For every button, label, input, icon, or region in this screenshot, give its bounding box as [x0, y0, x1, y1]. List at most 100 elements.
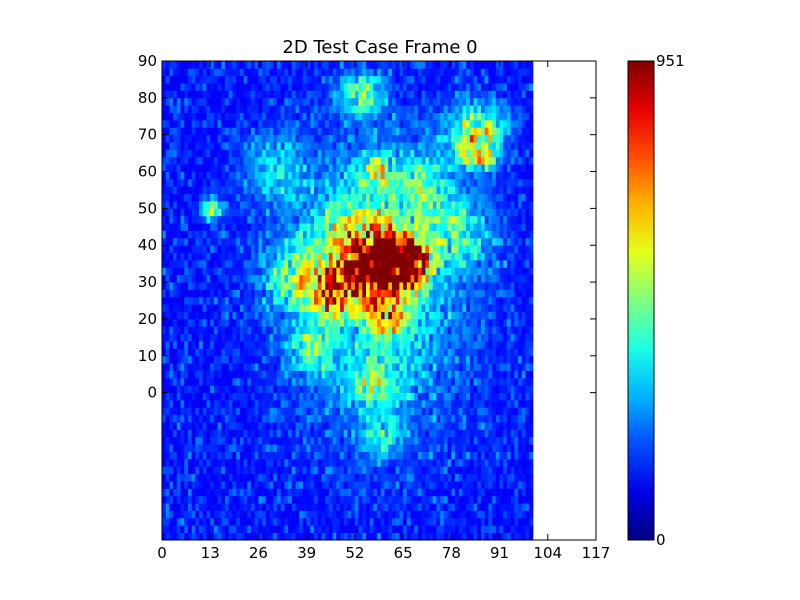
heatmap-cell: [239, 311, 245, 320]
heatmap-cell: [432, 282, 437, 290]
heatmap-cell: [273, 68, 278, 77]
heatmap-cell: [321, 311, 326, 320]
heatmap-cell: [429, 259, 434, 268]
heatmap-cell: [366, 392, 371, 401]
heatmap-cell: [314, 414, 319, 423]
heatmap-cell: [236, 149, 241, 158]
heatmap-cell: [269, 134, 274, 143]
heatmap-cell: [273, 407, 278, 416]
heatmap-cell: [191, 252, 196, 261]
heatmap-cell: [440, 304, 445, 312]
heatmap-cell: [302, 333, 308, 342]
heatmap-cell: [254, 385, 259, 394]
heatmap-cell: [362, 510, 367, 519]
heatmap-cell: [317, 282, 322, 290]
heatmap-cell: [243, 259, 248, 268]
heatmap-cell: [310, 481, 315, 489]
heatmap-cell: [384, 488, 389, 497]
heatmap-cell: [351, 171, 356, 180]
heatmap-cell: [384, 127, 389, 136]
heatmap-cell: [280, 186, 285, 195]
heatmap-cell: [366, 149, 371, 158]
heatmap-cell: [440, 193, 445, 202]
heatmap-cell: [432, 90, 437, 99]
heatmap-cell: [173, 245, 178, 253]
heatmap-cell: [347, 525, 352, 534]
heatmap-cell: [217, 377, 222, 386]
heatmap-cell: [421, 90, 426, 99]
heatmap-cell: [317, 223, 322, 231]
heatmap-cell: [406, 517, 411, 526]
heatmap-cell: [262, 532, 267, 541]
heatmap-cell: [358, 90, 363, 99]
heatmap-cell: [284, 245, 289, 253]
heatmap-cell: [276, 488, 282, 497]
heatmap-cell: [429, 355, 434, 364]
heatmap-cell: [173, 399, 178, 408]
heatmap-cell: [251, 178, 256, 187]
heatmap-cell: [429, 392, 434, 401]
heatmap-cell: [406, 333, 411, 342]
heatmap-cell: [202, 414, 207, 423]
heatmap-cell: [388, 149, 393, 158]
heatmap-cell: [362, 83, 367, 91]
heatmap-cell: [176, 230, 181, 239]
heatmap-cell: [425, 311, 430, 320]
heatmap-cell: [380, 510, 385, 519]
heatmap-cell: [351, 481, 356, 489]
heatmap-cell: [258, 289, 263, 298]
heatmap-cell: [288, 186, 293, 195]
heatmap-cell: [206, 399, 211, 408]
heatmap-cell: [202, 282, 207, 290]
heatmap-cell: [302, 274, 308, 283]
heatmap-cell: [169, 186, 174, 195]
heatmap-cell: [187, 414, 193, 423]
heatmap-cell: [247, 488, 252, 497]
heatmap-cell: [187, 525, 193, 534]
heatmap-cell: [295, 429, 300, 438]
heatmap-cell: [265, 311, 270, 320]
heatmap-cell: [187, 363, 193, 371]
heatmap-cell: [210, 311, 215, 320]
heatmap-cell: [176, 341, 181, 349]
heatmap-cell: [314, 230, 319, 239]
heatmap-cell: [414, 304, 419, 312]
heatmap-cell: [232, 311, 237, 320]
heatmap-cell: [328, 68, 334, 77]
heatmap-cell: [254, 230, 259, 239]
heatmap-cell: [299, 215, 304, 224]
heatmap-cell: [366, 532, 371, 541]
heatmap-cell: [251, 311, 256, 320]
heatmap-cell: [176, 444, 181, 452]
heatmap-cell: [247, 532, 252, 541]
heatmap-cell: [354, 517, 359, 526]
heatmap-cell: [343, 156, 348, 165]
heatmap-cell: [373, 201, 378, 209]
heatmap-cell: [440, 326, 445, 335]
heatmap-cell: [410, 451, 415, 460]
heatmap-cell: [232, 83, 237, 91]
heatmap-cell: [321, 304, 326, 312]
heatmap-cell: [328, 97, 334, 106]
heatmap-cell: [391, 473, 397, 482]
heatmap-cell: [432, 525, 437, 534]
heatmap-cell: [202, 90, 207, 99]
heatmap-cell: [184, 407, 189, 416]
heatmap-cell: [232, 215, 237, 224]
heatmap-cell: [251, 348, 256, 357]
heatmap-cell: [354, 289, 359, 298]
heatmap-cell: [273, 532, 278, 541]
heatmap-cell: [199, 61, 204, 69]
heatmap-cell: [328, 466, 334, 475]
heatmap-cell: [165, 436, 170, 445]
heatmap-cell: [221, 267, 226, 276]
heatmap-cell: [217, 142, 222, 150]
heatmap-cell: [336, 171, 341, 180]
heatmap-cell: [247, 473, 252, 482]
heatmap-cell: [221, 186, 226, 195]
heatmap-cell: [273, 112, 278, 121]
heatmap-cell: [443, 230, 449, 239]
heatmap-cell: [369, 90, 374, 99]
heatmap-cell: [236, 90, 241, 99]
heatmap-cell: [225, 237, 230, 246]
